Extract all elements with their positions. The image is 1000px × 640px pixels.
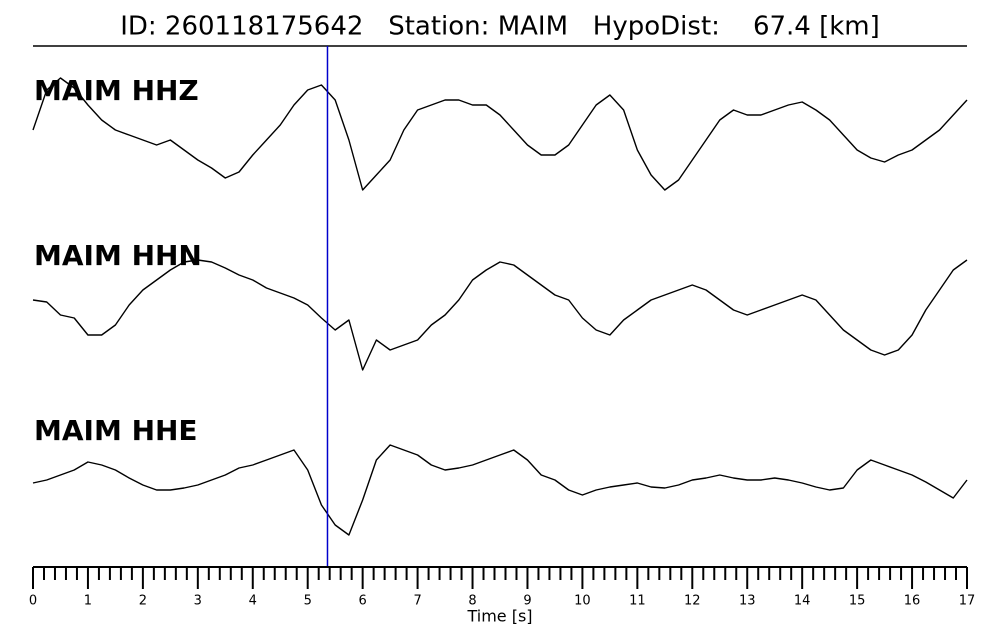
trace-label: MAIM HHZ	[34, 74, 199, 107]
x-tick-label: 3	[194, 594, 202, 609]
x-tick-label: 7	[413, 594, 421, 609]
x-tick-label: 10	[574, 594, 591, 609]
x-tick-label: 1	[84, 594, 92, 609]
x-tick-label: 13	[739, 594, 756, 609]
x-tick-label: 0	[29, 594, 37, 609]
trace-label: MAIM HHE	[34, 414, 198, 447]
chart-title: ID: 260118175642 Station: MAIM HypoDist:…	[120, 12, 880, 42]
x-tick-label: 8	[468, 594, 476, 609]
x-tick-label: 14	[794, 594, 811, 609]
x-tick-label: 15	[849, 594, 866, 609]
x-tick-label: 4	[249, 594, 257, 609]
x-tick-label: 16	[904, 594, 921, 609]
x-axis-label: Time [s]	[466, 607, 532, 626]
x-tick-label: 2	[139, 594, 147, 609]
trace	[32, 259, 968, 371]
trace	[32, 444, 968, 536]
x-tick-label: 11	[629, 594, 646, 609]
x-tick-label: 17	[959, 594, 976, 609]
x-tick-label: 12	[684, 594, 701, 609]
trace-label: MAIM HHN	[34, 239, 202, 272]
x-tick-label: 5	[304, 594, 312, 609]
x-tick-label: 6	[359, 594, 367, 609]
trace	[32, 77, 968, 191]
x-tick-label: 9	[523, 594, 531, 609]
